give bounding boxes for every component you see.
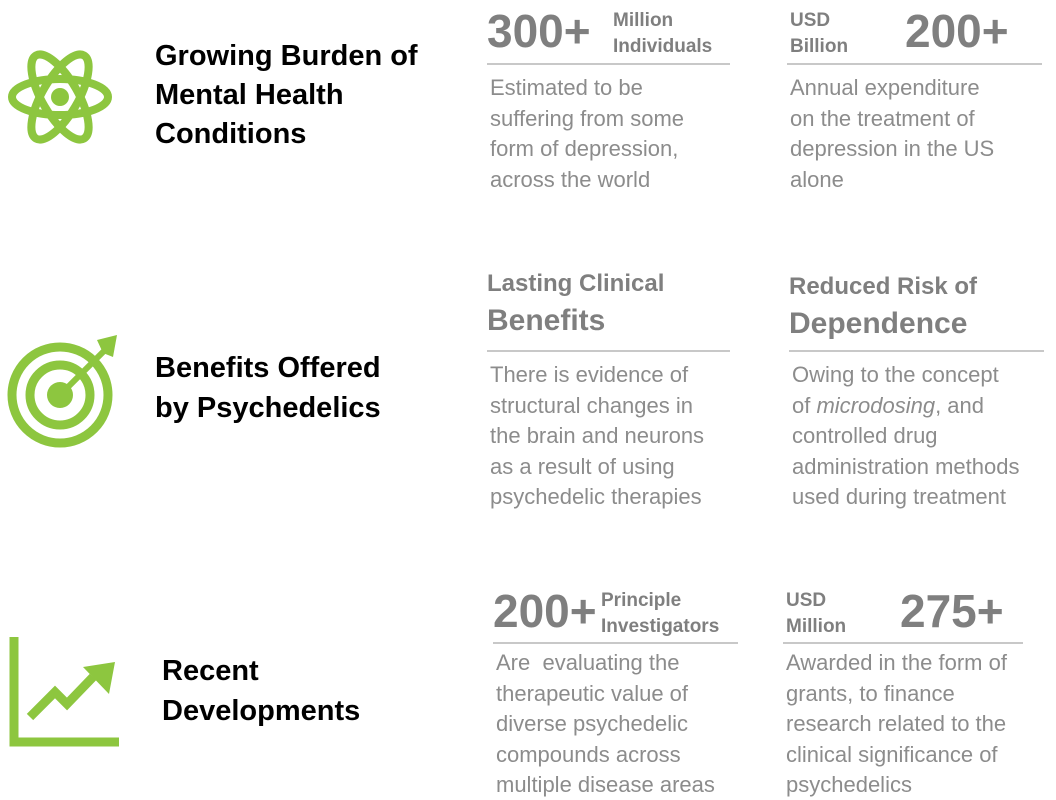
description-line: of microdosing, and	[792, 391, 984, 421]
stat-unit: Principle	[601, 590, 682, 611]
description-line: grants, to finance	[786, 680, 955, 706]
growth-chart-icon	[9, 637, 119, 747]
card-heading: Reduced Risk of	[789, 273, 978, 300]
description-line: across the world	[490, 166, 651, 192]
divider	[493, 642, 738, 644]
description-line: Owing to the concept	[792, 362, 999, 387]
description-line: on the treatment of	[790, 105, 975, 131]
section-title: Recent	[162, 655, 259, 687]
stat-unit: USD	[790, 10, 831, 31]
description-line: psychedelic therapies	[490, 484, 702, 509]
description-line: used during treatment	[792, 484, 1007, 509]
divider	[787, 63, 1042, 65]
divider	[783, 642, 1023, 644]
stat-number: 200+	[905, 5, 1009, 57]
card-heading: Benefits	[487, 304, 606, 337]
description-line: compounds across	[496, 741, 681, 767]
description-line: research related to the	[786, 711, 1007, 736]
text-segment: microdosing	[816, 392, 936, 418]
divider	[487, 350, 730, 352]
description-line: structural changes in	[490, 392, 693, 418]
stat-unit: Billion	[790, 36, 849, 57]
description-line: controlled drug	[792, 423, 938, 448]
text-segment: of	[792, 392, 817, 418]
description-line: clinical significance of	[786, 741, 998, 767]
description-line: Awarded in the form of	[786, 650, 1007, 675]
section-title: by Psychedelics	[155, 392, 381, 424]
stat-unit: USD	[786, 590, 827, 611]
section-title: Mental Health	[155, 79, 344, 111]
description-line: Estimated to be	[490, 75, 643, 100]
description-line: suffering from some	[490, 105, 685, 131]
stat-unit: Million	[786, 616, 847, 637]
description-line: Are evaluating the	[496, 650, 680, 675]
description-line: diverse psychedelic	[496, 711, 688, 736]
stat-unit: Individuals	[613, 36, 713, 57]
stat-number: 200+	[493, 585, 597, 637]
description-line: There is evidence of	[490, 362, 689, 387]
description-line: Annual expenditure	[790, 75, 980, 100]
description-line: as a result of using	[490, 453, 675, 479]
card-heading: Dependence	[789, 307, 968, 340]
divider	[487, 63, 730, 65]
section-title: Conditions	[155, 118, 307, 150]
description-line: psychedelics	[786, 772, 912, 797]
card-heading: Lasting Clinical	[487, 270, 665, 297]
divider	[789, 350, 1044, 352]
stat-unit: Million	[613, 10, 674, 31]
description-line: the brain and neurons	[490, 423, 705, 448]
text-segment: , and	[935, 392, 985, 418]
stat-number: 275+	[900, 585, 1004, 637]
section-title: Developments	[162, 695, 361, 727]
section-title: Growing Burden of	[155, 40, 418, 72]
description-line: administration methods	[792, 453, 1020, 479]
description-line: depression in the US	[790, 136, 995, 161]
target-icon	[7, 335, 117, 448]
atom-icon	[8, 50, 112, 144]
description-line: therapeutic value of	[496, 680, 689, 706]
description-line: multiple disease areas	[496, 772, 715, 797]
description-line: alone	[790, 166, 844, 192]
description-line: form of depression,	[490, 136, 679, 161]
stat-unit: Investigators	[601, 616, 720, 637]
stat-number: 300+	[487, 5, 591, 57]
section-title: Benefits Offered	[155, 352, 381, 384]
